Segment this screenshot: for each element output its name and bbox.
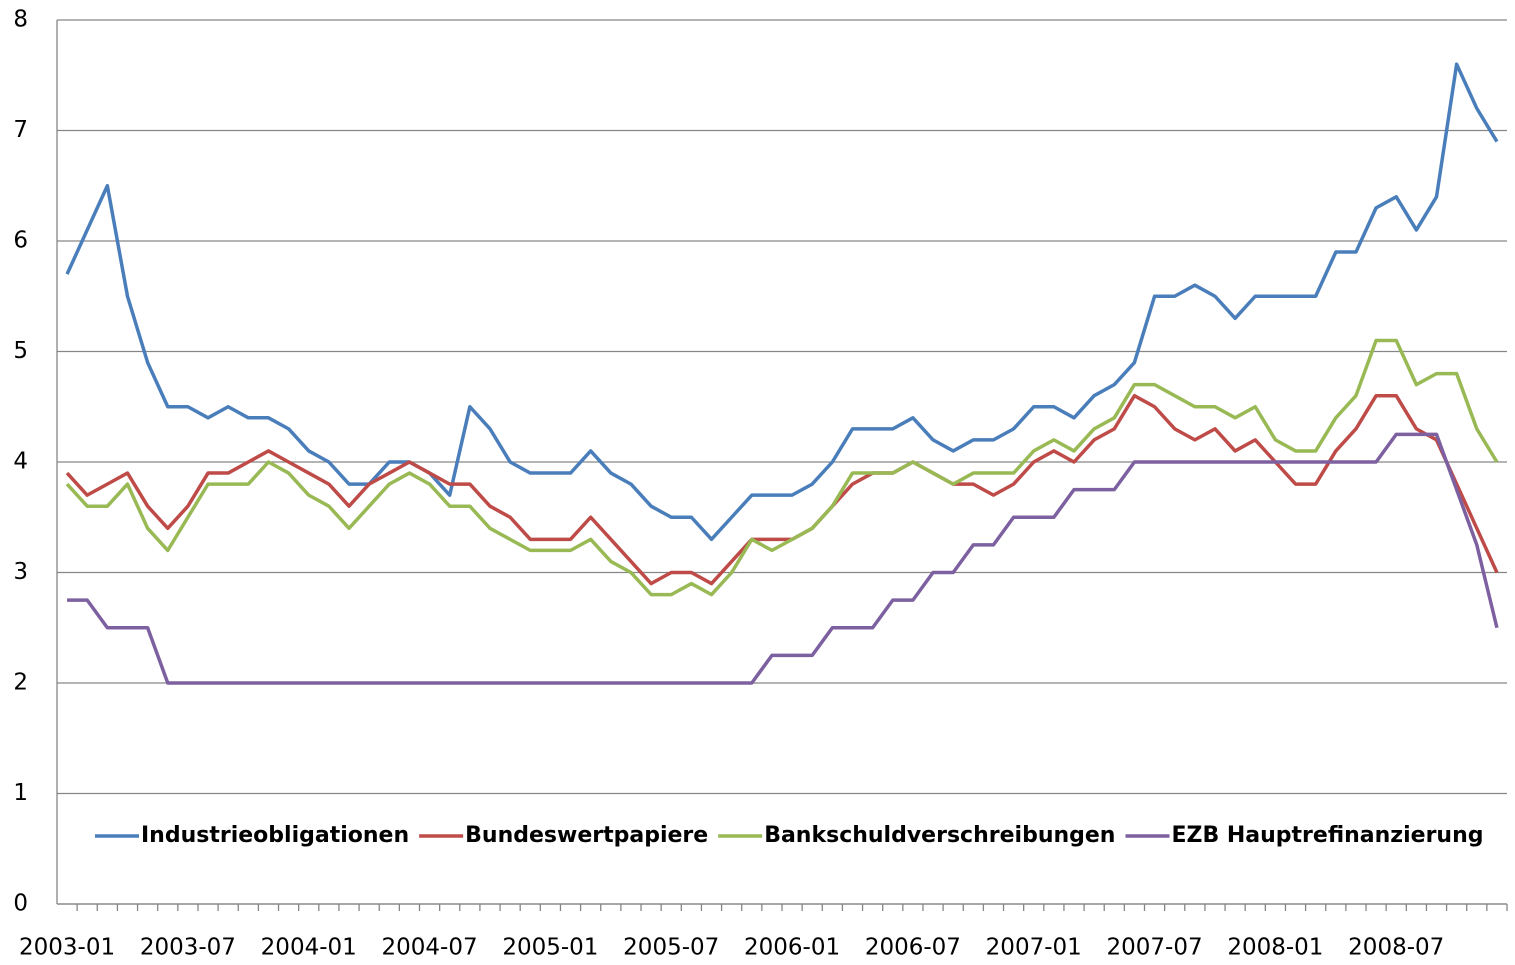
x-tick-label: 2005-01 (502, 935, 598, 961)
legend-label: Bankschuldverschreibungen (764, 823, 1115, 848)
x-tick-label: 2004-01 (261, 935, 357, 961)
series-line (65, 62, 1499, 542)
x-tick-label: 2007-01 (986, 935, 1082, 961)
x-tick-label: 2005-07 (623, 935, 719, 961)
x-tick-label: 2003-01 (19, 935, 115, 961)
y-tick-label: 4 (13, 449, 28, 475)
x-tick-label: 2007-07 (1107, 935, 1203, 961)
x-tick-label: 2006-07 (865, 935, 961, 961)
legend-label: EZB Hauptrefinanzierung (1171, 823, 1483, 848)
series-line (65, 338, 1499, 597)
y-tick-label: 5 (13, 338, 28, 364)
x-tick-label: 2008-07 (1348, 935, 1444, 961)
y-tick-label: 6 (13, 228, 28, 254)
x-tick-label: 2003-07 (140, 935, 236, 961)
y-tick-label: 0 (13, 891, 28, 917)
series-line (65, 393, 1499, 586)
y-tick-label: 2 (13, 670, 28, 696)
y-tick-label: 7 (13, 117, 28, 143)
series-line (67, 432, 1499, 685)
y-tick-label: 8 (13, 7, 28, 33)
x-tick-label: 2004-07 (382, 935, 478, 961)
legend-label: Industrieobligationen (141, 823, 409, 848)
y-tick-label: 3 (13, 559, 28, 585)
x-tick-label: 2008-01 (1227, 935, 1323, 961)
x-tick-label: 2006-01 (744, 935, 840, 961)
legend-label: Bundeswertpapiere (465, 823, 708, 848)
y-tick-label: 1 (13, 780, 28, 806)
